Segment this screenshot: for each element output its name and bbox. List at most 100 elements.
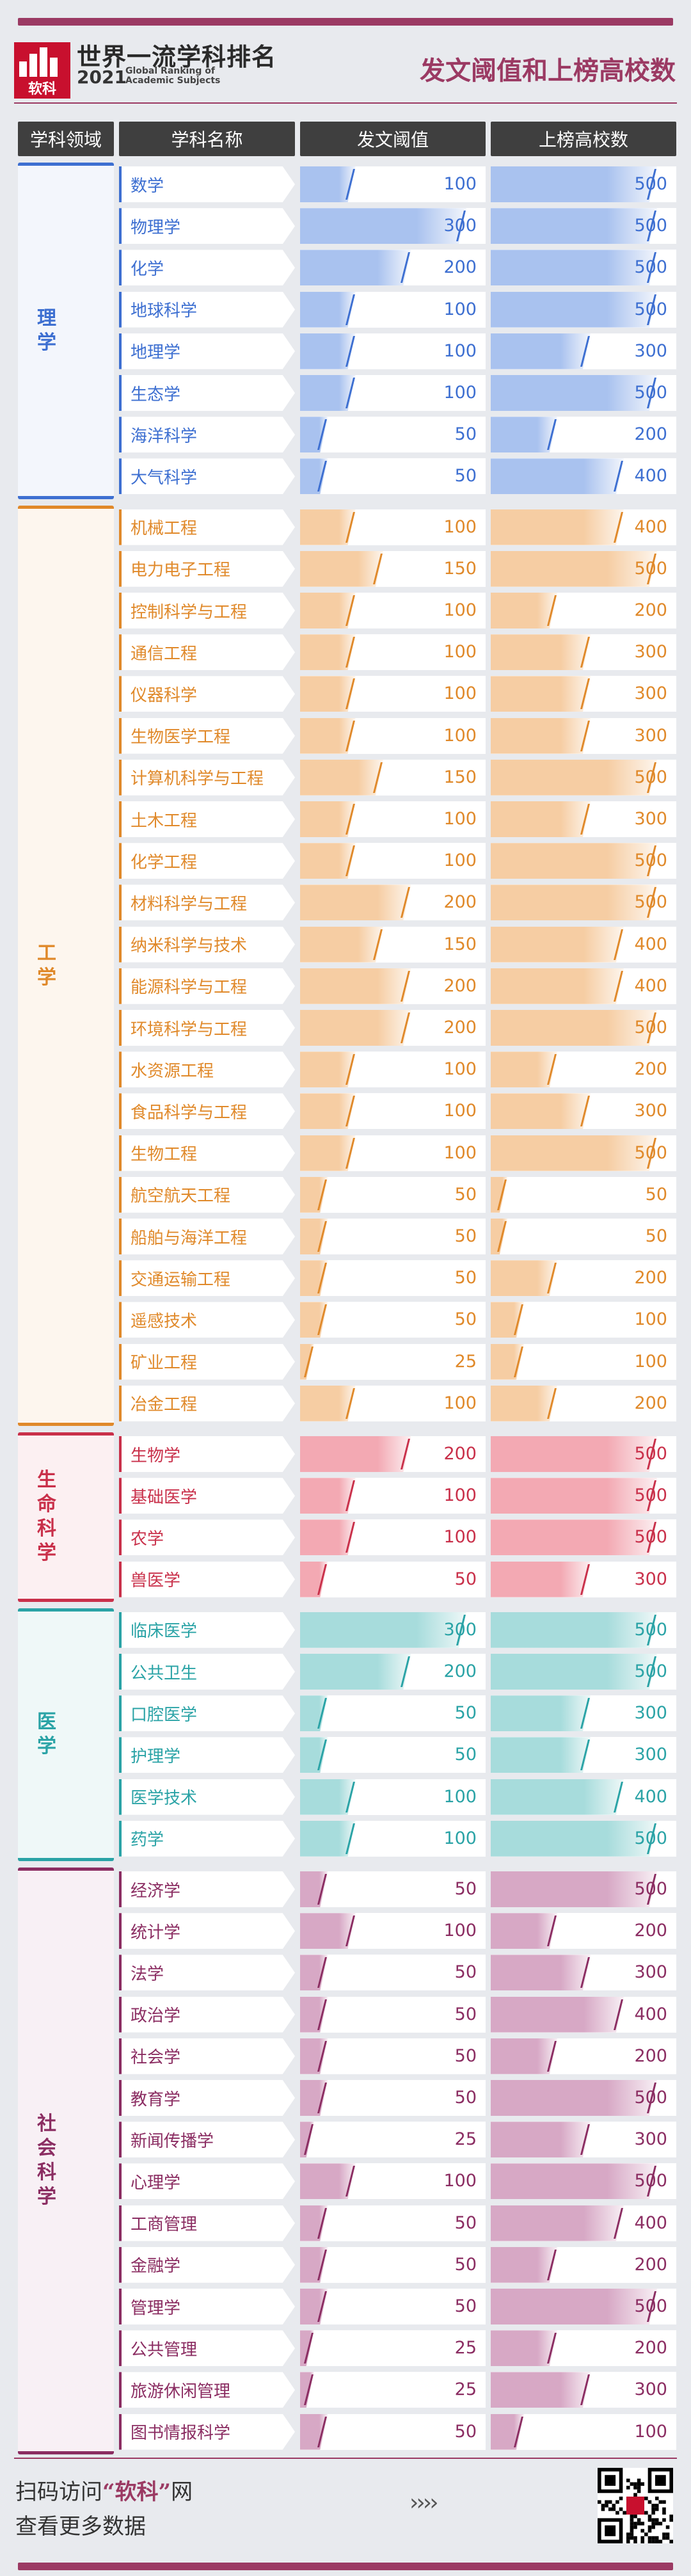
table-row: 口腔医学 50 300 xyxy=(0,1695,691,1732)
subject-name: 材料科学与工程 xyxy=(119,884,295,921)
threshold-value: 50 xyxy=(454,2045,477,2066)
subject-name: 基础医学 xyxy=(119,1478,295,1514)
table-row: 环境科学与工程 200 500 xyxy=(0,1010,691,1046)
count-value: 500 xyxy=(634,1661,667,1681)
column-header-domain: 学科领域 xyxy=(18,122,114,156)
subject-name: 遥感技术 xyxy=(119,1302,295,1338)
threshold-value: 200 xyxy=(443,257,477,278)
count-value: 500 xyxy=(634,558,667,579)
threshold-value: 100 xyxy=(443,383,477,403)
subject-name: 计算机科学与工程 xyxy=(119,759,295,796)
threshold-bar xyxy=(300,208,466,244)
count-value: 500 xyxy=(634,1879,667,1899)
table-row: 旅游休闲管理 25 300 xyxy=(0,2372,691,2408)
count-bar xyxy=(491,2372,591,2408)
count-bar xyxy=(491,166,657,202)
threshold-value: 200 xyxy=(443,975,477,996)
count-bar xyxy=(491,1821,657,1857)
threshold-value: 100 xyxy=(443,1921,477,1941)
threshold-cell: 100 xyxy=(300,717,486,754)
count-value: 500 xyxy=(634,1485,667,1506)
threshold-cell: 100 xyxy=(300,333,486,369)
count-bar xyxy=(491,2163,657,2199)
table-row: 物理学 300 500 xyxy=(0,208,691,244)
count-cell: 500 xyxy=(491,2080,676,2116)
threshold-cell: 200 xyxy=(300,1436,486,1472)
domain-label: 社会科学 xyxy=(37,2113,56,2209)
count-cell: 500 xyxy=(491,375,676,411)
count-value: 400 xyxy=(634,466,667,486)
threshold-value: 200 xyxy=(443,1018,477,1037)
threshold-value: 100 xyxy=(443,2171,477,2191)
threshold-value: 150 xyxy=(443,558,477,579)
count-bar xyxy=(491,2080,657,2116)
count-cell: 500 xyxy=(491,250,676,286)
domain-group-box xyxy=(18,505,114,1426)
threshold-value: 50 xyxy=(454,1879,477,1899)
count-value: 50 xyxy=(645,1226,667,1246)
table-row: 生物学 200 500 xyxy=(0,1436,691,1472)
count-value: 500 xyxy=(634,1018,667,1037)
count-value: 500 xyxy=(634,174,667,194)
threshold-value: 50 xyxy=(454,1962,477,1983)
count-cell: 500 xyxy=(491,2163,676,2200)
threshold-cell: 50 xyxy=(300,1871,486,1907)
subject-name: 地球科学 xyxy=(119,291,295,328)
subject-name: 社会学 xyxy=(119,2038,295,2074)
table-row: 遥感技术 50 100 xyxy=(0,1302,691,1338)
table-row: 控制科学与工程 100 200 xyxy=(0,593,691,628)
count-bar xyxy=(491,2330,557,2366)
count-cell: 300 xyxy=(491,1955,676,1991)
table-row: 教育学 50 500 xyxy=(0,2080,691,2116)
threshold-value: 50 xyxy=(454,2004,477,2024)
threshold-cell: 100 xyxy=(300,843,486,879)
threshold-cell: 100 xyxy=(300,593,486,628)
threshold-cell: 50 xyxy=(300,1260,486,1297)
count-value: 500 xyxy=(634,1828,667,1848)
count-cell: 500 xyxy=(491,1654,676,1690)
table-row: 化学工程 100 500 xyxy=(0,843,691,879)
subject-name: 仪器科学 xyxy=(119,676,295,712)
count-bar xyxy=(491,1779,624,1815)
count-cell: 500 xyxy=(491,843,676,879)
count-bar xyxy=(491,1612,657,1648)
threshold-bar xyxy=(300,250,411,285)
count-bar xyxy=(491,250,657,285)
domain-group-box xyxy=(18,163,114,499)
threshold-cell: 300 xyxy=(300,1612,486,1648)
subject-name: 数学 xyxy=(119,166,295,202)
table-row: 公共卫生 200 500 xyxy=(0,1654,691,1690)
count-bar xyxy=(491,843,657,879)
footer-divider xyxy=(14,2458,677,2459)
count-bar xyxy=(491,1010,657,1046)
subject-name: 统计学 xyxy=(119,1913,295,1949)
count-value: 500 xyxy=(634,299,667,319)
count-value: 300 xyxy=(634,2380,667,2400)
subject-name: 海洋科学 xyxy=(119,417,295,453)
threshold-cell: 50 xyxy=(300,2205,486,2241)
table-row: 经济学 50 500 xyxy=(0,1871,691,1907)
domain-label: 医学 xyxy=(37,1711,56,1758)
table-row: 矿业工程 25 100 xyxy=(0,1343,691,1380)
page-title: 发文阈值和上榜高校数 xyxy=(420,56,676,86)
threshold-cell: 25 xyxy=(300,2330,486,2367)
threshold-value: 150 xyxy=(443,934,477,954)
threshold-cell: 300 xyxy=(300,208,486,244)
threshold-cell: 200 xyxy=(300,884,486,921)
count-bar xyxy=(491,2038,557,2074)
count-bar xyxy=(491,1997,624,2033)
count-cell: 500 xyxy=(491,1871,676,1907)
threshold-cell: 100 xyxy=(300,1135,486,1171)
count-bar xyxy=(491,333,591,369)
count-cell: 300 xyxy=(491,1093,676,1130)
count-cell: 500 xyxy=(491,1010,676,1046)
subject-name: 船舶与海洋工程 xyxy=(119,1219,295,1254)
count-bar xyxy=(491,292,657,328)
footer-suffix: 网 xyxy=(171,2479,193,2505)
count-value: 500 xyxy=(634,1444,667,1464)
subject-name: 化学 xyxy=(119,250,295,286)
qr-code-icon[interactable] xyxy=(598,2468,673,2543)
threshold-cell: 50 xyxy=(300,458,486,495)
count-cell: 50 xyxy=(491,1176,676,1213)
count-value: 100 xyxy=(634,1351,667,1372)
